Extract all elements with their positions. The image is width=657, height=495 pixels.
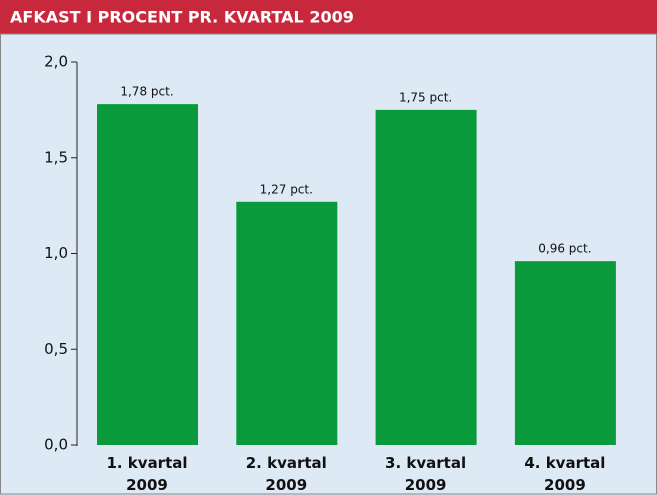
y-tick-label: 0,0: [44, 436, 68, 454]
value-label: 1,75 pct.: [399, 90, 452, 104]
bar: [236, 201, 338, 445]
bar: [97, 104, 198, 445]
y-tick-label: 2,0: [44, 53, 68, 71]
value-label: 0,96 pct.: [538, 242, 591, 256]
x-tick-label: 1. kvartal 2009: [106, 454, 188, 494]
x-tick-label: 2. kvartal 2009: [245, 454, 327, 494]
y-tick-label: 0,5: [44, 340, 68, 358]
value-label: 1,78 pct.: [120, 85, 173, 99]
x-tick-label: 4. kvartal 2009: [524, 454, 606, 494]
bar: [514, 261, 616, 445]
chart-title: AFKAST I PROCENT PR. KVARTAL 2009: [10, 8, 354, 27]
x-tick-label: 3. kvartal 2009: [385, 454, 467, 494]
title-bar: [0, 0, 657, 34]
y-tick-label: 1,0: [44, 244, 68, 262]
value-label: 1,27 pct.: [260, 182, 313, 196]
y-tick-label: 1,5: [44, 148, 68, 166]
bar: [375, 109, 477, 445]
